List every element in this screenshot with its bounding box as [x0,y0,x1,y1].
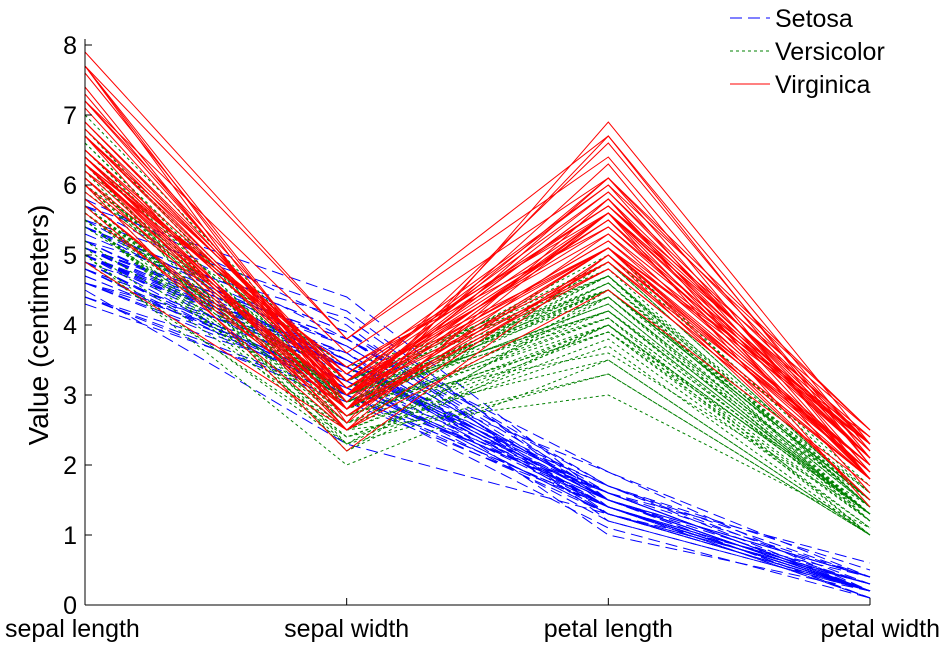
y-tick-label: 3 [63,382,77,410]
series-setosa-line-27 [84,254,871,578]
series-virginica-line-49 [84,170,871,445]
y-tick-label: 2 [63,452,77,480]
series-virginica-line-20 [84,184,871,501]
x-tick-label-petal-width: petal width [820,615,940,643]
series-versicolor-line-38 [84,163,871,515]
series-versicolor-line-8 [84,261,871,536]
series-virginica-line-18 [84,65,871,452]
series-versicolor-line-6 [84,205,871,515]
series-setosa-line-19 [84,205,871,585]
series-setosa-line-50 [84,254,871,592]
y-tick-label: 5 [63,242,77,270]
y-tick-label: 4 [63,312,77,340]
x-tick-label-petal-length: petal length [544,615,673,643]
y-tick-label: 1 [63,522,77,550]
series-virginica-line-43 [84,198,871,473]
y-tick-label: 6 [63,172,77,200]
y-tick-label: 7 [63,102,77,130]
series-virginica-line-50 [84,191,871,480]
legend-label: Virginica [775,71,871,99]
series-layer [84,51,871,599]
legend-item-setosa: Setosa [730,5,853,33]
x-tick-label-sepal-width: sepal width [284,615,409,643]
series-setosa-line-25 [84,268,871,592]
axes-layer: 0 1 2 3 4 5 6 7 8 sepal length sepal width petal le… [5,32,940,643]
series-setosa-line-49 [84,233,871,592]
series-versicolor-line-20 [84,212,871,529]
legend-label: Versicolor [775,38,885,66]
series-virginica-line-48 [84,149,871,466]
series-versicolor-line-50 [84,205,871,515]
legend-label: Setosa [775,5,853,33]
series-versicolor-line-43 [84,198,871,522]
series-virginica-line-7 [84,261,871,487]
x-tick-label-sepal-length: sepal length [5,615,140,643]
series-versicolor-line-36 [84,184,871,494]
y-tick-label: 0 [63,592,77,620]
legend-item-virginica: Virginica [730,71,871,99]
legend: Setosa Versicolor Virginica [730,5,885,99]
y-tick-label: 8 [63,32,77,60]
series-virginica-line-44 [84,128,871,445]
series-versicolor-line-49 [84,247,871,529]
series-setosa-line-43 [84,296,871,592]
series-versicolor-line-30 [84,205,871,536]
y-axis-label: Value (centimeters) [23,205,54,446]
series-virginica-line-33 [84,156,871,452]
series-virginica-line-45 [84,135,871,431]
series-virginica-line-41 [84,135,871,438]
series-virginica-line-10 [84,100,871,431]
series-setosa-line-48 [84,282,871,592]
series-setosa-line-40 [84,247,871,592]
series-virginica-line-23 [84,65,871,466]
series-setosa-line-47 [84,247,871,592]
series-setosa-line-45 [84,247,871,578]
series-versicolor-line-32 [84,219,871,536]
series-versicolor-line-44 [84,254,871,536]
series-setosa-line-44 [84,254,871,564]
series-versicolor-line-40 [84,219,871,515]
legend-item-versicolor: Versicolor [730,38,885,66]
series-virginica [84,51,871,508]
